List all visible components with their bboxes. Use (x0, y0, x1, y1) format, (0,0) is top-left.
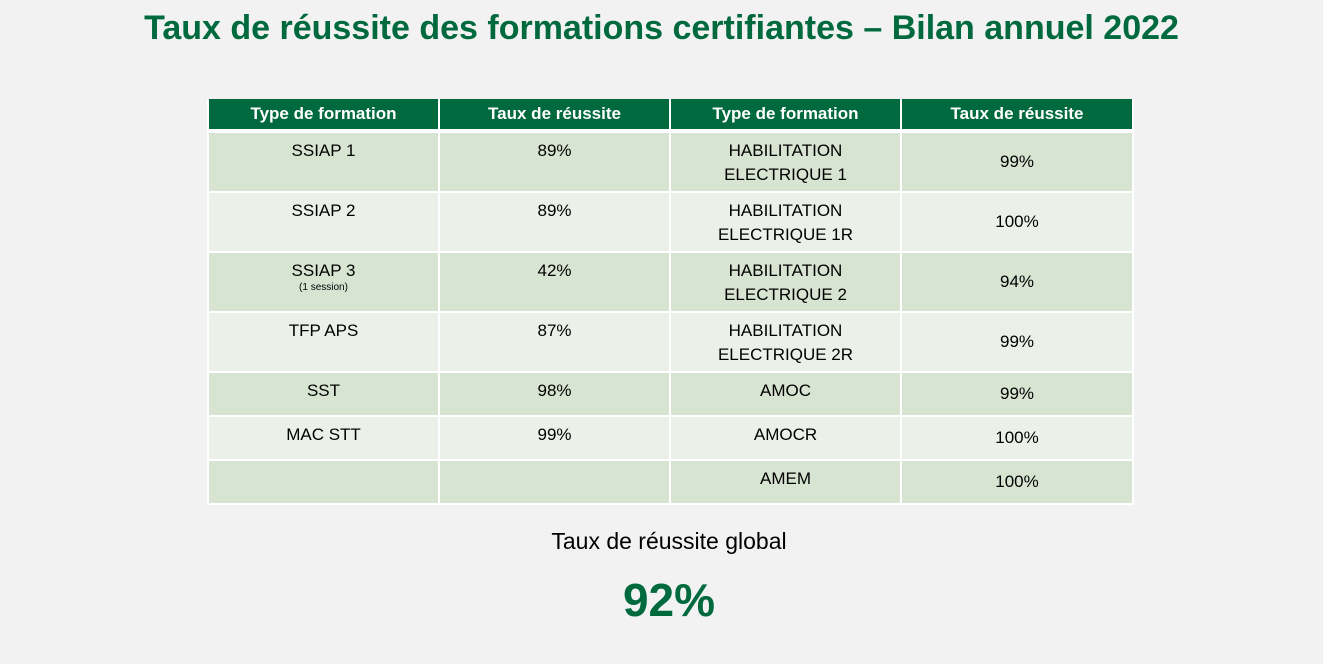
left-type: SSIAP 3 (291, 261, 356, 280)
table-row: TFP APS 87% HABILITATION ELECTRIQUE 2R 99… (207, 311, 1134, 373)
right-type-line1: HABILITATION (728, 321, 843, 340)
left-rate-cell (438, 459, 671, 505)
left-type: SST (306, 381, 341, 400)
left-rate-cell: 89% (438, 130, 671, 193)
right-type-line2: ELECTRIQUE 2 (724, 285, 847, 304)
global-rate-value: 92% (622, 574, 716, 626)
right-type-line1: HABILITATION (728, 141, 843, 160)
left-type: SSIAP 2 (291, 201, 356, 220)
table-row: SST 98% AMOC 99% (207, 371, 1134, 417)
header-rate-left: Taux de réussite (438, 99, 671, 133)
global-rate-label: Taux de réussite global (551, 528, 787, 554)
left-rate-cell: 87% (438, 311, 671, 373)
left-rate-cell: 98% (438, 371, 671, 417)
right-type-line2: ELECTRIQUE 2R (717, 345, 854, 364)
table-row: AMEM 100% (207, 459, 1134, 505)
right-type-cell: HABILITATION ELECTRIQUE 1R (669, 191, 902, 253)
right-rate-cell: 99% (900, 130, 1134, 193)
left-type-cell: SSIAP 2 (207, 191, 440, 253)
right-type-line1: AMEM (760, 469, 811, 488)
session-note: (1 session) (299, 282, 348, 293)
table-row: MAC STT 99% AMOCR 100% (207, 415, 1134, 461)
left-type: TFP APS (288, 321, 359, 340)
header-type-right: Type de formation (669, 99, 902, 133)
right-type-cell: HABILITATION ELECTRIQUE 1 (669, 130, 902, 193)
right-rate-cell: 100% (900, 459, 1134, 505)
right-type-line1: AMOCR (753, 425, 818, 444)
left-rate-cell: 99% (438, 415, 671, 461)
header-rate-right: Taux de réussite (900, 99, 1134, 133)
right-type-line1: HABILITATION (728, 261, 843, 280)
right-rate-cell: 100% (900, 415, 1134, 461)
header-type-left: Type de formation (207, 99, 440, 133)
left-rate-cell: 42% (438, 251, 671, 313)
left-type-cell: TFP APS (207, 311, 440, 373)
left-type-cell (207, 459, 440, 505)
left-type: SSIAP 1 (291, 141, 356, 160)
right-type-cell: AMEM (669, 459, 902, 505)
left-rate-cell: 89% (438, 191, 671, 253)
left-type-cell: SSIAP 1 (207, 130, 440, 193)
page-title: Taux de réussite des formations certifia… (144, 9, 1179, 47)
table-row: SSIAP 1 89% HABILITATION ELECTRIQUE 1 99% (207, 130, 1134, 193)
results-table: Type de formation Taux de réussite Type … (207, 99, 1134, 505)
table-header-row: Type de formation Taux de réussite Type … (207, 99, 1134, 133)
left-type-cell: MAC STT (207, 415, 440, 461)
right-type-cell: HABILITATION ELECTRIQUE 2R (669, 311, 902, 373)
table-row: SSIAP 3 (1 session) 42% HABILITATION ELECT… (207, 251, 1134, 313)
left-type-cell: SST (207, 371, 440, 417)
right-type-line1: HABILITATION (728, 201, 843, 220)
right-type-cell: AMOCR (669, 415, 902, 461)
left-type: MAC STT (286, 425, 361, 444)
right-rate-cell: 100% (900, 191, 1134, 253)
right-rate-cell: 94% (900, 251, 1134, 313)
right-rate-cell: 99% (900, 311, 1134, 373)
table-row: SSIAP 2 89% HABILITATION ELECTRIQUE 1R 10… (207, 191, 1134, 253)
left-type-cell: SSIAP 3 (1 session) (207, 251, 440, 313)
right-type-cell: AMOC (669, 371, 902, 417)
right-type-line2: ELECTRIQUE 1R (717, 225, 854, 244)
right-type-cell: HABILITATION ELECTRIQUE 2 (669, 251, 902, 313)
right-rate-cell: 99% (900, 371, 1134, 417)
right-type-line2: ELECTRIQUE 1 (724, 165, 847, 184)
right-type-line1: AMOC (760, 381, 811, 400)
